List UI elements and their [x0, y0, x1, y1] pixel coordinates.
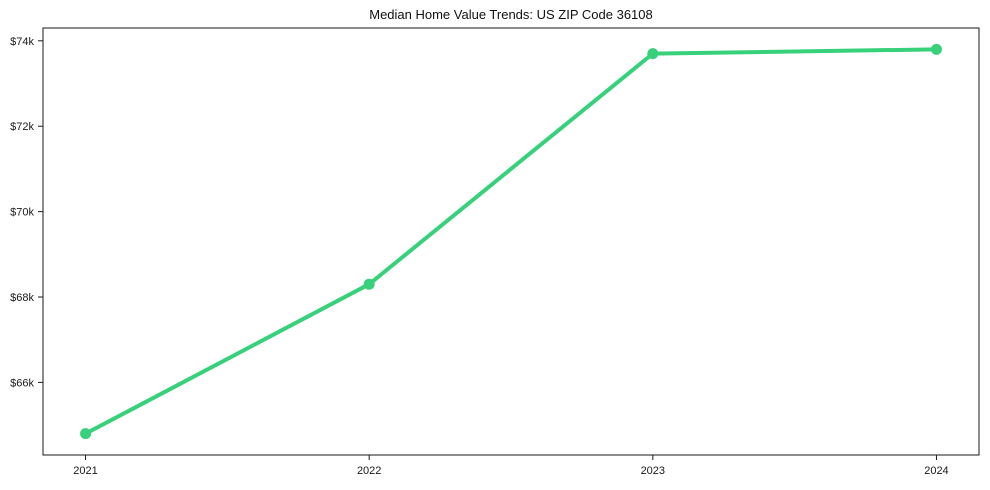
- data-point-marker: [80, 428, 92, 440]
- chart-title: Median Home Value Trends: US ZIP Code 36…: [369, 7, 653, 22]
- data-point-marker: [363, 278, 375, 290]
- x-tick-label: 2024: [924, 465, 948, 477]
- axes-spines: [42, 27, 980, 456]
- data-point-marker: [647, 48, 659, 60]
- y-tick-label: $66k: [10, 377, 34, 389]
- data-point-marker: [930, 43, 942, 55]
- y-tick-label: $70k: [10, 207, 34, 219]
- x-tick-label: 2022: [357, 465, 381, 477]
- y-tick-label: $72k: [10, 121, 34, 133]
- y-tick-label: $74k: [10, 36, 34, 48]
- plot-area: $66k $68k $70k $72k $74k 2021 2022 2023 2024: [10, 27, 980, 477]
- x-tick-label: 2021: [73, 465, 97, 477]
- y-tick-label: $68k: [10, 292, 34, 304]
- x-tick-label: 2023: [641, 465, 665, 477]
- trend-line: [83, 47, 939, 436]
